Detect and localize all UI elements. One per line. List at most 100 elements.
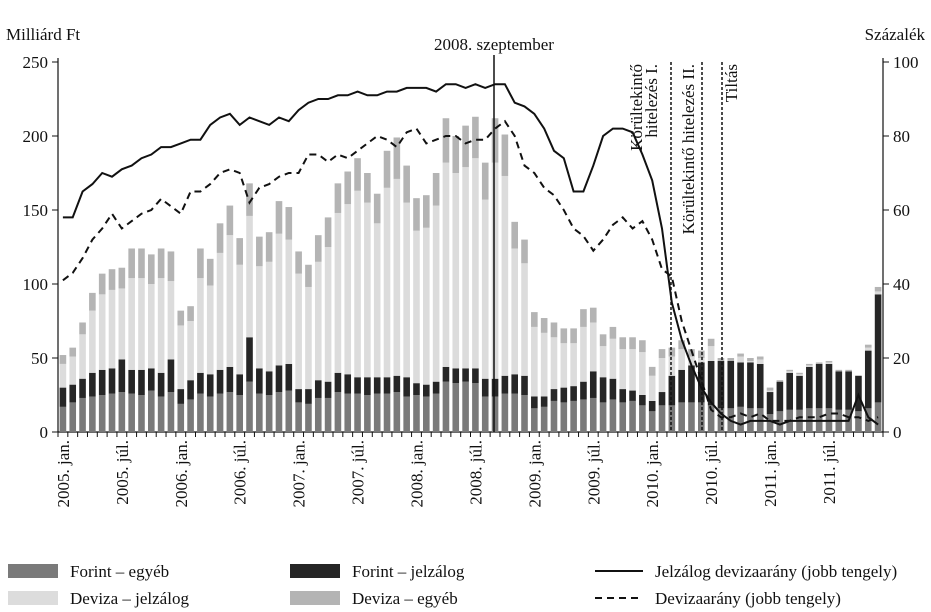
bar-segment [69,402,77,432]
bar-segment [403,165,410,203]
bar-segment [285,239,293,364]
x-tick-label: 2005. júl. [113,440,132,505]
bar-segment [678,369,685,403]
bar-segment [442,381,450,432]
legend-swatch [290,591,340,605]
x-tick-label: 2008. júl. [466,440,485,505]
bar-segment [157,278,165,373]
bar-segment [511,374,518,394]
bar-segment [98,273,106,295]
bar-segment [197,372,204,394]
bar-segment [550,400,558,432]
bar-segment [442,366,450,382]
bar-segment [275,201,283,234]
bar-segment [609,399,617,432]
bar-segment [98,395,106,432]
y-tick-label: 200 [23,127,49,146]
bar-segment [629,400,636,432]
y-axis-label: Milliárd Ft [6,25,80,44]
bar-segment [314,261,322,381]
bar-segment [521,263,528,376]
bar-segment [59,406,67,432]
bar-segment [305,389,312,404]
annotation: Körültekintő [627,64,646,151]
bar-segment [128,248,135,279]
annotation: Körültekintő hitelezés II. [679,64,698,234]
legend-label: Devizaarány (jobb tengely) [655,589,841,608]
bar-segment [678,402,685,432]
x-tick-label: 2010. jan. [643,440,662,508]
bar-segment [648,400,656,412]
bar-segment [560,328,568,344]
legend-swatch [8,564,58,578]
bar-segment [187,321,194,381]
bar-segment [364,395,371,432]
bar-segment [138,369,145,395]
bar-segment [167,392,175,432]
bar-segment [796,374,803,376]
bar-segment [393,392,401,432]
bar-segment [393,375,401,393]
bar-segment [747,362,754,409]
bar-segment [599,402,607,432]
bar-segment [766,390,774,393]
bar-segment [737,406,744,432]
bar-segment [678,349,685,370]
y-tick-label: 100 [23,275,49,294]
bar-segment [206,374,214,397]
bar-segment [835,371,843,410]
x-tick-label: 2006. jan. [172,440,191,508]
bar-segment [462,381,469,432]
bar-segment [89,396,96,432]
bar-segment [364,377,371,395]
bar-segment [423,227,430,385]
bar-segment [501,175,509,376]
bar-segment [472,158,479,369]
bar-segment [354,393,361,432]
bar-segment [423,195,430,228]
bar-segment [668,356,676,376]
bar-segment [806,366,813,409]
bar-segment [295,251,302,274]
bar-segment [845,371,852,410]
bar-segment [138,278,145,370]
bar-segment [796,372,803,375]
bar-segment [373,223,381,378]
bar-segment [501,393,509,432]
bar-segment [324,247,332,382]
bar-segment [668,347,676,357]
bar-segment [707,346,715,361]
bar-segment [855,411,862,432]
y-tick-label: 0 [40,423,49,442]
bar-segment [629,349,636,391]
bar-segment [756,359,764,364]
bar-segment [874,286,882,292]
bar-segment [432,173,440,206]
bar-segment [364,173,371,203]
bar-segment [295,273,302,390]
bar-segment [403,396,410,432]
bar-segment [118,288,126,360]
bar-segment [393,178,401,376]
y2-axis-label: Százalék [865,25,926,44]
x-tick-label: 2007. júl. [349,440,368,505]
bar-segment [256,393,263,432]
bar-segment [589,307,597,323]
bar-segment [599,346,607,378]
bar-segment [639,352,646,395]
bar-segment [69,384,77,403]
x-tick-label: 2007. jan. [290,440,309,508]
bar-segment [344,204,352,375]
bar-segment [314,397,322,432]
y-tick-label: 150 [23,201,49,220]
bar-segment [177,325,185,390]
bar-segment [580,381,587,400]
bar-segment [658,358,666,393]
bar-segment [521,239,528,264]
bar-segment [737,356,744,363]
bar-segment [521,375,528,395]
bar-segment [609,326,617,339]
bar-segment [167,359,175,393]
bar-segment [786,371,793,373]
bar-segment [786,369,793,372]
